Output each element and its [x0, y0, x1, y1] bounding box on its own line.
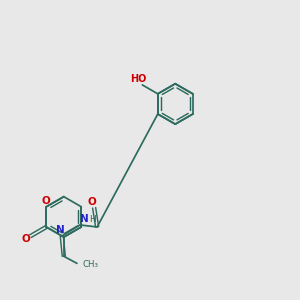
Text: O: O: [87, 197, 96, 207]
Text: O: O: [21, 234, 30, 244]
Text: N: N: [56, 225, 65, 236]
Text: H: H: [89, 215, 96, 224]
Text: O: O: [42, 196, 51, 206]
Text: CH₃: CH₃: [82, 260, 98, 269]
Text: HO: HO: [130, 74, 147, 84]
Text: N: N: [80, 214, 89, 224]
